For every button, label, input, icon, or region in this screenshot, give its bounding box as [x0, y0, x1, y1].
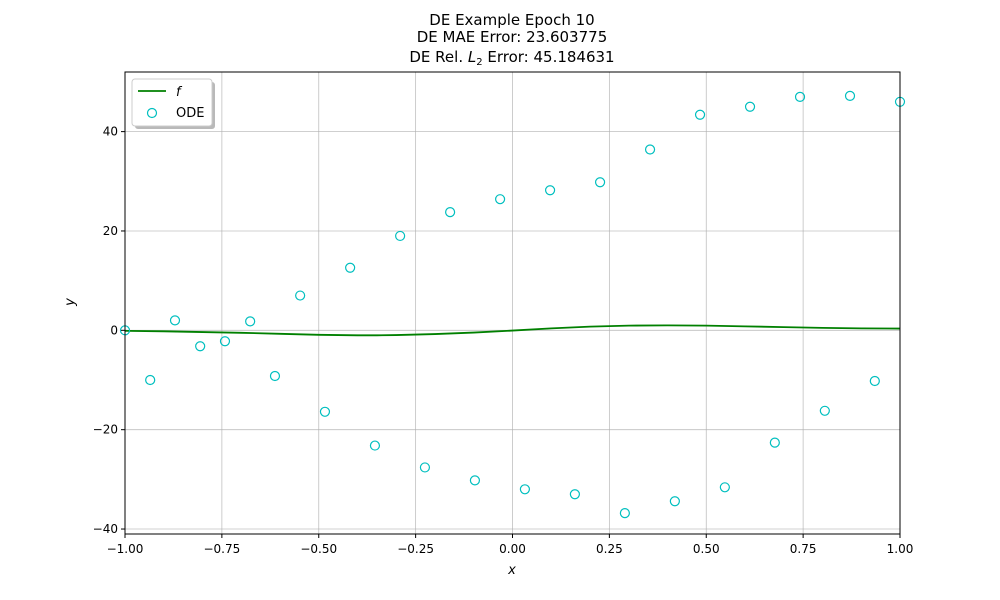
ode-point	[395, 230, 406, 242]
title-l2-prefix: DE Rel.	[409, 48, 467, 66]
ode-point	[195, 341, 206, 352]
ode-point	[145, 374, 156, 386]
ode-point	[794, 91, 806, 102]
y-axis-label: y	[63, 298, 78, 307]
legend-label-f: f	[176, 85, 183, 100]
title-l2-symbol: L	[468, 48, 476, 66]
ode-point	[619, 508, 630, 519]
title-l2-subscript: 2	[476, 57, 482, 68]
legend-swatch-ode	[146, 107, 158, 119]
ode-point	[694, 109, 706, 120]
ode-point	[219, 336, 231, 347]
chart-title-line-2: DE MAE Error: 23.603775	[417, 28, 607, 46]
y-tick-label: 0	[110, 323, 118, 337]
x-tick-label: −0.75	[203, 542, 240, 556]
ode-point	[869, 375, 880, 387]
ode-point	[519, 484, 531, 495]
ode-point	[644, 144, 656, 155]
x-tick-label: 1.00	[887, 542, 914, 556]
ode-point	[369, 440, 381, 451]
ode-point	[345, 262, 356, 273]
x-tick-label: 0.25	[596, 542, 623, 556]
ode-point	[719, 482, 730, 493]
ode-point	[419, 462, 431, 473]
ode-point	[769, 437, 780, 448]
x-tick-label: 0.00	[499, 542, 526, 556]
ode-point	[169, 315, 181, 326]
x-axis-label: x	[507, 563, 516, 578]
legend-label-ode: ODE	[176, 106, 204, 121]
series-line-f	[124, 324, 901, 337]
x-axis-ticks: −1.00 −0.75 −0.50 −0.25 0.00 0.25 0.50 0.75 1.00	[107, 534, 914, 556]
ode-point	[245, 316, 256, 327]
chart-title-line-1: DE Example Epoch 10	[429, 11, 594, 29]
y-axis-ticks: −40 −20 0 20 40	[93, 125, 125, 536]
ode-point	[544, 185, 556, 196]
ode-point	[844, 90, 856, 101]
y-tick-label: −20	[93, 423, 118, 437]
ode-point	[569, 489, 580, 500]
y-tick-label: −40	[93, 522, 118, 536]
ode-point	[594, 177, 606, 188]
ode-point	[744, 101, 756, 112]
ode-point	[495, 194, 506, 205]
chart-title-line-3: DE Rel. L2 Error: 45.184631	[409, 48, 614, 68]
ode-point	[319, 406, 331, 417]
ode-point	[269, 370, 281, 382]
scatter-points-ode	[119, 90, 906, 519]
ode-point	[445, 206, 456, 218]
y-tick-label: 40	[103, 125, 118, 139]
y-tick-label: 20	[103, 224, 118, 238]
x-tick-label: −1.00	[107, 542, 144, 556]
ode-point	[295, 290, 306, 301]
ode-point	[669, 496, 680, 507]
x-tick-label: 0.75	[790, 542, 817, 556]
x-tick-label: −0.50	[300, 542, 337, 556]
legend: f ODE	[131, 78, 215, 129]
ode-point	[819, 405, 830, 416]
grid-lines	[124, 72, 901, 534]
x-tick-label: 0.50	[693, 542, 720, 556]
ode-point	[469, 475, 481, 486]
title-l2-suffix: Error: 45.184631	[483, 48, 615, 66]
x-tick-label: −0.25	[397, 542, 434, 556]
